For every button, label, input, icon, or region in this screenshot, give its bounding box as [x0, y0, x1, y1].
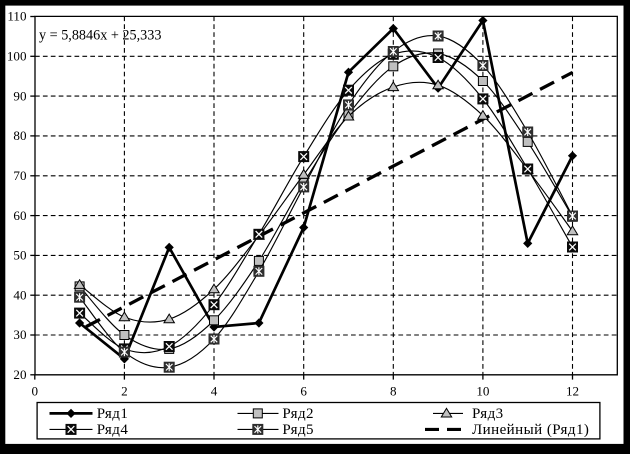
svg-text:80: 80 [13, 128, 27, 143]
svg-text:70: 70 [13, 168, 27, 183]
svg-text:0: 0 [32, 383, 39, 398]
svg-text:110: 110 [7, 9, 27, 24]
svg-text:Линейный (Ряд1): Линейный (Ряд1) [472, 422, 589, 438]
svg-text:Ряд1: Ряд1 [97, 406, 129, 422]
svg-text:Ряд4: Ряд4 [97, 422, 129, 438]
svg-text:90: 90 [13, 88, 27, 103]
svg-text:Ряд3: Ряд3 [472, 406, 504, 422]
svg-text:6: 6 [300, 383, 307, 398]
svg-text:2: 2 [121, 383, 128, 398]
svg-text:10: 10 [476, 383, 490, 398]
svg-text:30: 30 [13, 327, 27, 342]
svg-text:8: 8 [390, 383, 397, 398]
svg-text:50: 50 [13, 248, 27, 263]
svg-text:Ряд5: Ряд5 [282, 422, 314, 438]
svg-text:60: 60 [13, 208, 27, 223]
svg-text:Ряд2: Ряд2 [282, 406, 314, 422]
svg-text:40: 40 [13, 287, 27, 302]
svg-text:12: 12 [566, 383, 579, 398]
svg-text:4: 4 [211, 383, 218, 398]
svg-text:20: 20 [13, 367, 27, 382]
svg-text:y = 5,8846x + 25,333: y = 5,8846x + 25,333 [39, 27, 161, 43]
svg-text:100: 100 [7, 49, 27, 64]
